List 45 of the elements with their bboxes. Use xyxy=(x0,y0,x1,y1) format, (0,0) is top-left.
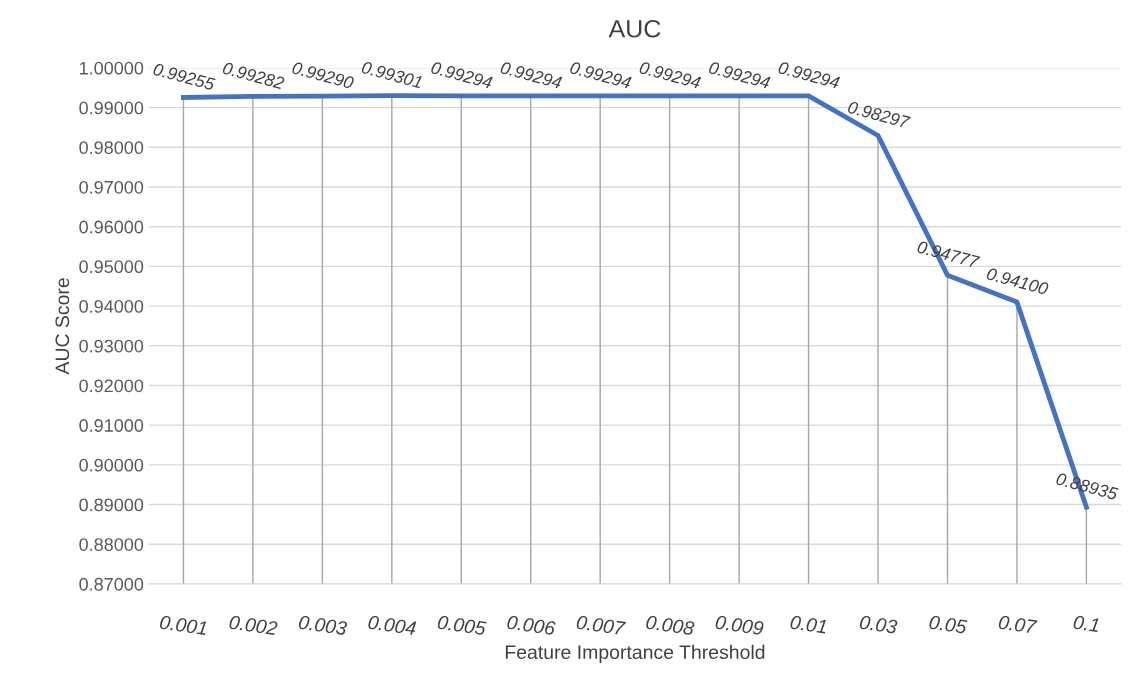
y-tick-label: 0.89000 xyxy=(79,498,144,512)
x-tick-label: 0.009 xyxy=(715,615,764,636)
data-label: 0.88935 xyxy=(1055,472,1119,501)
x-tick-label: 0.002 xyxy=(228,615,278,636)
data-label: 0.99294 xyxy=(638,61,702,89)
y-tick-label: 0.91000 xyxy=(79,419,144,432)
y-tick-label: 0.96000 xyxy=(79,220,144,234)
data-label: 0.99294 xyxy=(777,61,841,89)
data-label: 0.99294 xyxy=(430,61,493,89)
x-tick-label: 0.004 xyxy=(367,615,417,636)
y-tick-label: 0.88000 xyxy=(79,538,144,551)
data-label: 0.98297 xyxy=(847,100,911,129)
x-tick-label: 0.05 xyxy=(928,615,968,634)
chart-title: AUC xyxy=(608,19,661,38)
x-tick-label: 0.005 xyxy=(437,615,487,636)
y-tick-label: 0.90000 xyxy=(79,458,144,472)
x-tick-label: 0.01 xyxy=(789,615,827,634)
y-tick-label: 0.87000 xyxy=(79,577,144,591)
data-label: 0.99301 xyxy=(361,60,423,89)
x-tick-label: 0.07 xyxy=(998,615,1038,634)
y-tick-label: 0.99000 xyxy=(79,101,144,115)
y-tick-label: 0.93000 xyxy=(79,339,144,353)
x-tick-label: 0.003 xyxy=(298,615,348,636)
y-tick-label: 0.95000 xyxy=(79,260,144,274)
x-axis-title: Feature Importance Threshold xyxy=(505,644,765,663)
x-tick-label: 0.008 xyxy=(645,615,695,636)
data-label: 0.99282 xyxy=(222,61,285,90)
x-tick-label: 0.007 xyxy=(576,615,627,636)
data-label: 0.99294 xyxy=(499,61,563,89)
y-tick-label: 0.92000 xyxy=(79,379,144,393)
y-tick-label: 0.98000 xyxy=(79,141,144,155)
y-tick-label: 0.97000 xyxy=(79,180,144,194)
x-tick-label: 0.03 xyxy=(859,615,898,634)
data-label: 0.99255 xyxy=(152,62,216,91)
data-label: 0.94100 xyxy=(986,267,1050,296)
y-tick-label: 0.94000 xyxy=(79,300,144,313)
x-tick-label: 0.1 xyxy=(1073,615,1100,633)
data-label: 0.94777 xyxy=(916,240,981,269)
x-tick-label: 0.006 xyxy=(506,615,557,636)
y-axis-title: AUC Score xyxy=(55,278,70,375)
data-label: 0.99294 xyxy=(708,61,771,89)
y-tick-label: 1.00000 xyxy=(79,61,144,75)
data-label: 0.99290 xyxy=(291,61,355,90)
data-label: 0.99294 xyxy=(569,61,632,89)
x-tick-label: 0.001 xyxy=(159,615,208,636)
